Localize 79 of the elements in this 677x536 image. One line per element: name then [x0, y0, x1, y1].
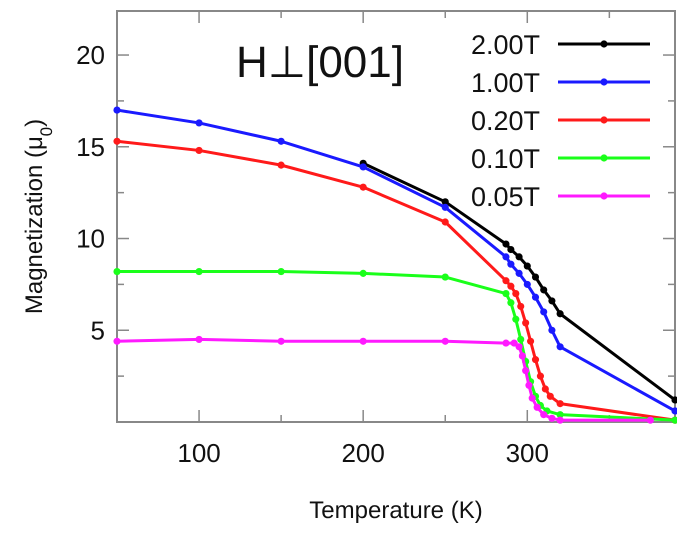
- point: [542, 385, 549, 393]
- point: [442, 218, 449, 226]
- point: [507, 260, 514, 268]
- legend-label: 0.05T: [470, 182, 540, 212]
- point: [540, 286, 548, 294]
- legend-label: 1.00T: [470, 68, 540, 98]
- point: [360, 270, 367, 277]
- point: [360, 163, 367, 171]
- point: [556, 400, 564, 408]
- point: [546, 392, 554, 400]
- point: [525, 382, 533, 389]
- point: [113, 138, 121, 145]
- point: [517, 302, 524, 310]
- point: [278, 338, 285, 345]
- point: [671, 396, 677, 404]
- y-tick-label: 15: [76, 132, 105, 162]
- point: [528, 394, 536, 402]
- point: [548, 414, 556, 422]
- point: [524, 262, 531, 270]
- point: [512, 290, 520, 298]
- point: [556, 343, 564, 350]
- point: [195, 336, 203, 343]
- point: [502, 290, 510, 298]
- point: [113, 106, 121, 114]
- point: [532, 273, 540, 281]
- annotation: H⊥[001]: [236, 38, 404, 87]
- point: [507, 246, 514, 254]
- point: [518, 352, 526, 360]
- point: [278, 268, 285, 276]
- point: [536, 372, 544, 380]
- point: [522, 319, 530, 326]
- point: [512, 316, 520, 323]
- point: [516, 270, 523, 277]
- point: [502, 253, 510, 260]
- point: [534, 404, 541, 411]
- y-tick-label: 20: [76, 40, 105, 70]
- x-tick-label: 100: [177, 438, 221, 468]
- point: [195, 268, 203, 276]
- legend-label: 2.00T: [470, 30, 540, 60]
- point: [540, 308, 548, 316]
- point: [113, 268, 121, 276]
- point: [502, 277, 510, 284]
- legend-label: 0.10T: [470, 144, 540, 174]
- point: [442, 338, 449, 345]
- y-tick-label: 10: [76, 224, 105, 254]
- point: [507, 299, 514, 306]
- point: [540, 411, 548, 418]
- point: [502, 240, 510, 248]
- point: [195, 146, 203, 154]
- point: [516, 253, 523, 260]
- point: [671, 407, 677, 415]
- point: [532, 356, 540, 364]
- point: [113, 338, 121, 345]
- x-axis-title: Temperature (K): [309, 497, 483, 524]
- point: [522, 367, 530, 374]
- point: [556, 310, 564, 318]
- point: [516, 343, 523, 350]
- legend-label: 0.20T: [470, 106, 540, 136]
- point: [195, 119, 203, 126]
- point: [507, 282, 514, 290]
- point: [502, 340, 510, 347]
- point: [517, 336, 524, 343]
- point: [556, 416, 564, 424]
- y-tick-label: 5: [90, 315, 105, 346]
- point: [646, 416, 654, 424]
- point: [527, 338, 534, 345]
- point: [278, 138, 285, 145]
- point: [360, 338, 367, 345]
- point: [442, 273, 449, 281]
- point: [532, 294, 540, 301]
- point: [510, 340, 518, 347]
- x-tick-label: 300: [506, 438, 549, 468]
- point: [548, 297, 556, 304]
- point: [360, 184, 367, 191]
- point: [442, 204, 449, 211]
- point: [524, 280, 531, 288]
- x-tick-label: 200: [341, 438, 385, 468]
- point: [548, 326, 556, 334]
- point: [278, 162, 285, 169]
